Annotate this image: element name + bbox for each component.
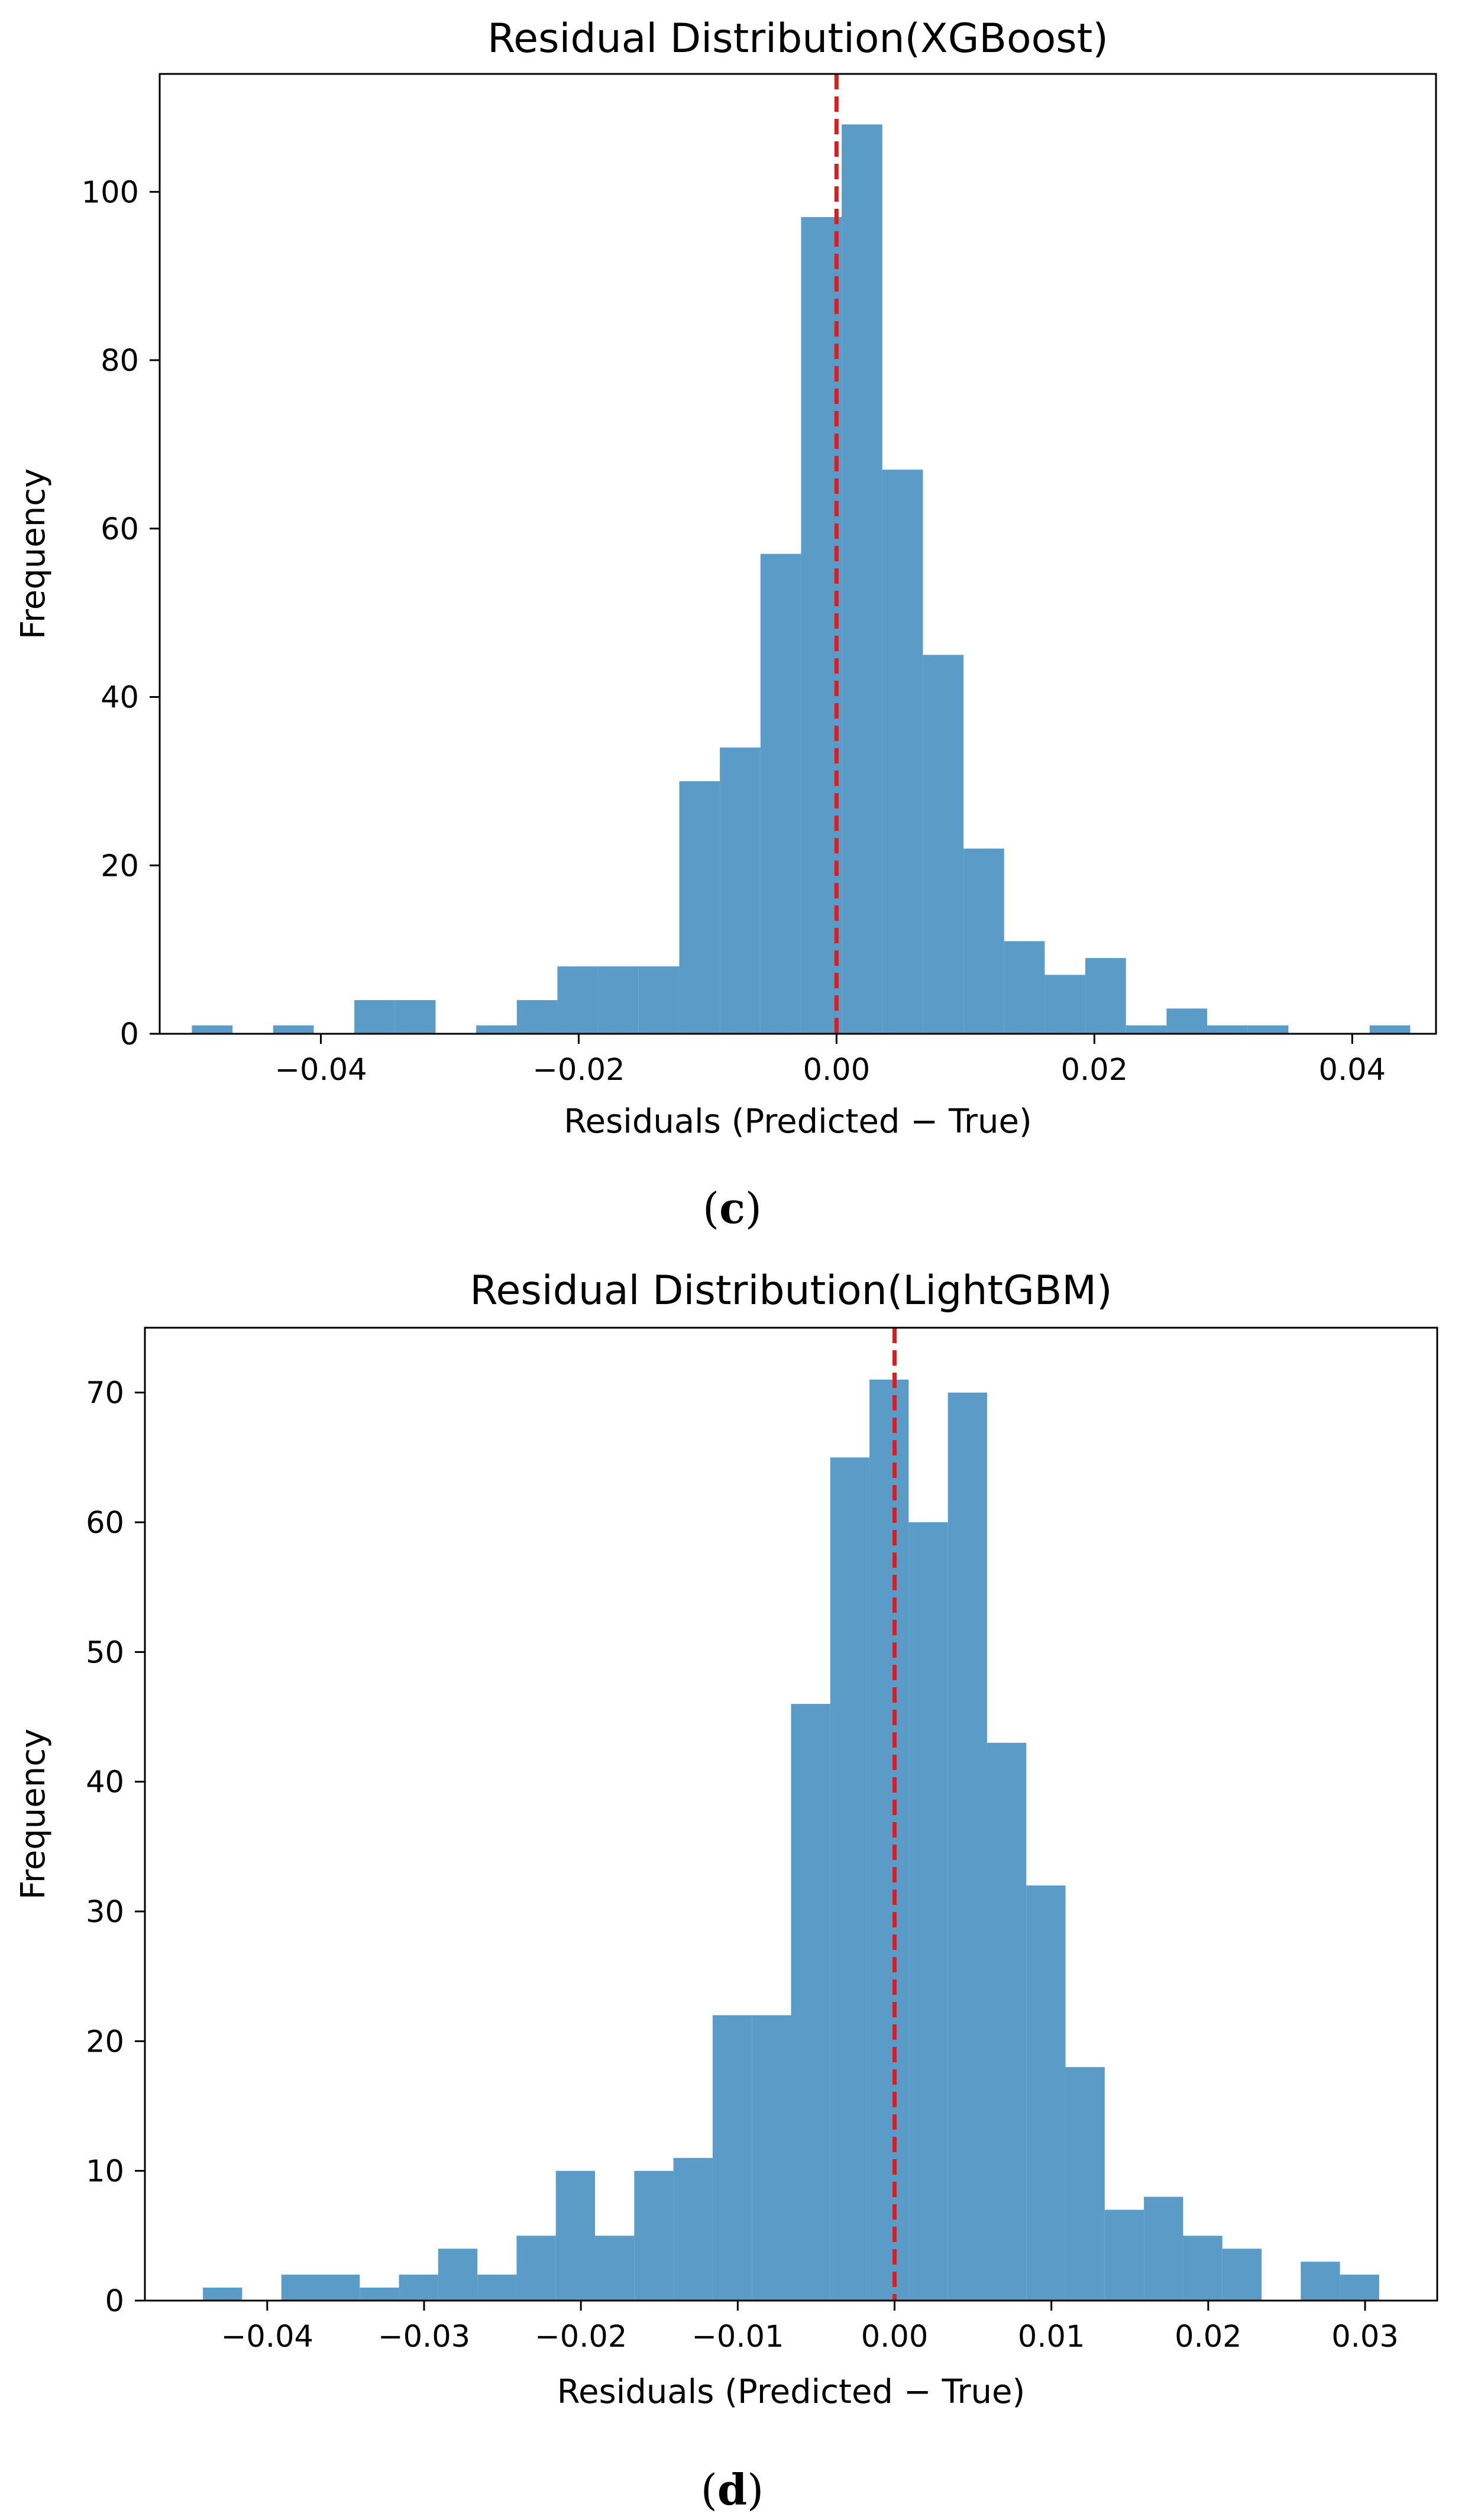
histogram-bar bbox=[720, 747, 761, 1034]
histogram-bar bbox=[923, 655, 964, 1034]
histogram-bar bbox=[399, 2275, 438, 2301]
x-tick-label: 0.00 bbox=[861, 2320, 929, 2354]
caption-letter: c bbox=[719, 1183, 745, 1233]
histogram-bar bbox=[1183, 2236, 1223, 2301]
x-axis-label: Residuals (Predicted − True) bbox=[557, 2373, 1026, 2411]
y-tick-label: 80 bbox=[101, 344, 139, 379]
histogram-bar bbox=[1026, 1885, 1066, 2301]
histogram-bar bbox=[273, 1025, 314, 1034]
y-tick-label: 10 bbox=[86, 2155, 124, 2189]
histogram-bar bbox=[1144, 2196, 1183, 2301]
histogram-bar bbox=[1207, 1025, 1248, 1034]
histogram-bar bbox=[516, 2236, 556, 2301]
caption-open-paren: ( bbox=[701, 2465, 717, 2515]
histogram-bar bbox=[1085, 957, 1126, 1034]
y-axis-label: Frequency bbox=[14, 468, 53, 639]
caption-close-paren: ) bbox=[745, 1183, 762, 1233]
histogram-bar bbox=[963, 848, 1004, 1034]
histogram-bar bbox=[1166, 1008, 1208, 1034]
x-tick-label: 0.02 bbox=[1061, 1053, 1128, 1088]
panel-caption: (c) bbox=[703, 1183, 762, 1233]
histogram-bar bbox=[869, 1379, 909, 2301]
x-axis-label: Residuals (Predicted − True) bbox=[564, 1102, 1032, 1141]
histogram-bar bbox=[830, 1457, 870, 2301]
x-tick-label: −0.04 bbox=[221, 2320, 313, 2354]
y-tick-label: 60 bbox=[86, 1506, 124, 1541]
histogram-bar bbox=[791, 1704, 830, 2301]
histogram-bar bbox=[638, 966, 680, 1034]
histogram-bar bbox=[555, 2170, 596, 2301]
histogram-bar bbox=[394, 1000, 436, 1034]
y-tick-label: 70 bbox=[86, 1376, 124, 1411]
caption-close-paren: ) bbox=[747, 2465, 764, 2515]
chart-panel-c: −0.04 −0.02 0.00 0.02 0.04 0 20 40 60 80 100 Residu… bbox=[14, 15, 1437, 1233]
x-tick-label: −0.02 bbox=[532, 1053, 625, 1088]
caption-letter: d bbox=[717, 2464, 747, 2515]
x-tick-label: 0.03 bbox=[1331, 2320, 1399, 2354]
histogram-bar bbox=[360, 2288, 399, 2301]
x-tick-label: 0.04 bbox=[1319, 1053, 1386, 1088]
x-tick-label: −0.03 bbox=[378, 2320, 470, 2354]
x-tick-label: 0.01 bbox=[1018, 2320, 1085, 2354]
plot-frame bbox=[144, 1327, 1438, 2302]
histogram-bar bbox=[598, 966, 639, 1034]
y-tick-label: 0 bbox=[105, 2284, 124, 2319]
y-axis-label: Frequency bbox=[14, 1729, 53, 1900]
histogram-bar bbox=[1044, 975, 1086, 1034]
histogram-bar bbox=[882, 470, 923, 1034]
histogram-bar bbox=[1104, 2210, 1144, 2301]
histogram-bar bbox=[516, 1000, 558, 1034]
histogram-bar bbox=[320, 2275, 360, 2301]
histogram-bar bbox=[595, 2236, 635, 2301]
x-tick-label: −0.04 bbox=[274, 1053, 367, 1088]
y-tick-label: 20 bbox=[101, 849, 139, 884]
histogram-bar bbox=[1126, 1025, 1167, 1034]
histogram-bar bbox=[438, 2249, 478, 2301]
histogram-bar bbox=[752, 2015, 791, 2301]
histogram-bar bbox=[557, 966, 599, 1034]
histogram-bar bbox=[1301, 2262, 1340, 2301]
chart-panel-d: −0.04 −0.03 −0.02 −0.01 0.00 0.01 0.02 0.03 0 10 2… bbox=[14, 1267, 1438, 2515]
histogram-bar bbox=[1004, 941, 1045, 1034]
histogram-bar bbox=[281, 2275, 321, 2301]
chart-title: Residual Distribution(LightGBM) bbox=[470, 1267, 1112, 1314]
histogram-bar bbox=[634, 2170, 674, 2301]
histogram-bar bbox=[203, 2288, 242, 2301]
x-tick-label: 0.00 bbox=[803, 1053, 871, 1088]
y-tick-label: 40 bbox=[101, 681, 139, 716]
y-tick-label: 40 bbox=[86, 1765, 124, 1800]
y-tick-label: 60 bbox=[101, 512, 139, 547]
y-tick-label: 20 bbox=[86, 2024, 124, 2059]
histogram-bar bbox=[1369, 1025, 1411, 1034]
chart-title: Residual Distribution(XGBoost) bbox=[487, 15, 1108, 62]
histogram-bar bbox=[192, 1025, 233, 1034]
caption-open-paren: ( bbox=[703, 1183, 719, 1233]
y-tick-label: 50 bbox=[86, 1635, 124, 1670]
panel-caption: (d) bbox=[701, 2464, 764, 2515]
histogram-bar bbox=[908, 1522, 948, 2301]
x-tick-label: 0.02 bbox=[1175, 2320, 1242, 2354]
histogram-bar bbox=[354, 1000, 395, 1034]
histogram-bar bbox=[476, 1025, 517, 1034]
histogram-bar bbox=[987, 1742, 1027, 2301]
x-tick-label: −0.01 bbox=[691, 2320, 784, 2354]
histogram-bar bbox=[477, 2275, 517, 2301]
histogram-bar bbox=[679, 781, 720, 1034]
histogram-bar bbox=[760, 554, 801, 1034]
histogram-bar bbox=[1065, 2067, 1105, 2301]
histogram-bar bbox=[842, 124, 882, 1034]
plot-frame bbox=[159, 73, 1437, 1035]
histogram-bar bbox=[947, 1392, 987, 2301]
histogram-bar bbox=[1222, 2249, 1262, 2301]
x-tick-label: −0.02 bbox=[535, 2320, 627, 2354]
y-tick-label: 100 bbox=[82, 175, 139, 210]
histogram-bar bbox=[1340, 2275, 1379, 2301]
histogram-bar bbox=[1247, 1025, 1289, 1034]
y-tick-label: 0 bbox=[120, 1017, 139, 1052]
histogram-bar bbox=[712, 2015, 752, 2301]
histogram-bar bbox=[673, 2157, 713, 2301]
y-tick-label: 30 bbox=[86, 1895, 124, 1930]
